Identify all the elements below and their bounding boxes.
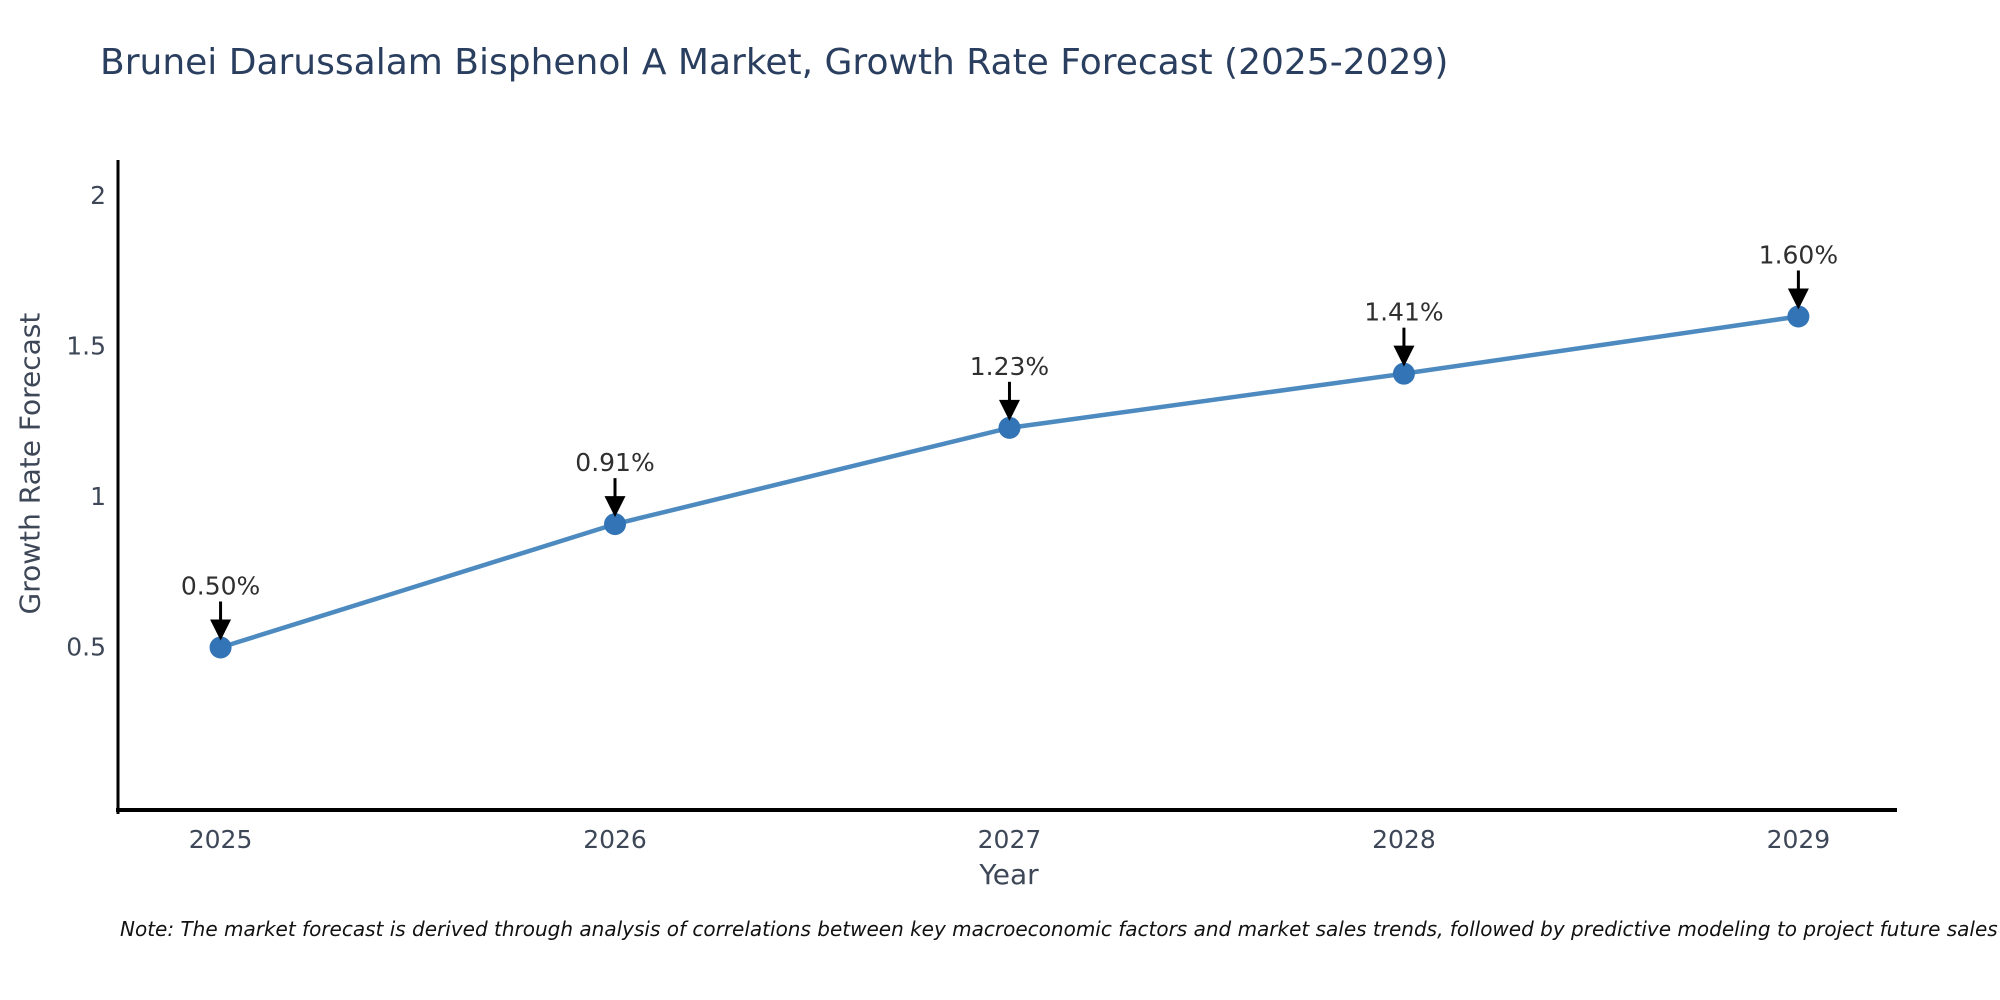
annotation-arrow-head: [1787, 288, 1809, 310]
data-point-marker: [209, 636, 232, 659]
x-tick-label: 2028: [1372, 825, 1436, 854]
point-value-label: 1.41%: [1364, 298, 1443, 327]
y-tick-label: 0.5: [66, 633, 106, 662]
x-axis-title: Year: [979, 858, 1039, 891]
point-value-label: 0.50%: [181, 572, 260, 601]
data-point-marker: [1392, 362, 1415, 385]
x-tick-label: 2026: [583, 825, 647, 854]
point-value-label: 1.60%: [1759, 240, 1838, 269]
x-tick-label: 2027: [978, 825, 1042, 854]
point-value-label: 1.23%: [970, 352, 1049, 381]
y-tick-label: 2: [90, 181, 106, 210]
annotation-arrow-head: [604, 496, 626, 518]
data-point-marker: [998, 416, 1021, 439]
y-tick-label: 1.5: [66, 332, 106, 361]
y-axis-title: Growth Rate Forecast: [13, 312, 47, 615]
chart-title: Brunei Darussalam Bisphenol A Market, Gr…: [100, 42, 1449, 83]
annotation-arrow-head: [210, 619, 232, 641]
data-point-marker: [604, 513, 627, 536]
footnote: Note: The market forecast is derived thr…: [120, 917, 1998, 941]
point-value-label: 0.91%: [575, 448, 654, 477]
data-point-marker: [1787, 305, 1810, 328]
annotation-arrow-head: [1393, 345, 1415, 367]
annotation-arrow-head: [998, 399, 1020, 421]
y-tick-label: 1: [90, 482, 106, 511]
x-tick-label: 2025: [189, 825, 253, 854]
x-tick-label: 2029: [1767, 825, 1831, 854]
